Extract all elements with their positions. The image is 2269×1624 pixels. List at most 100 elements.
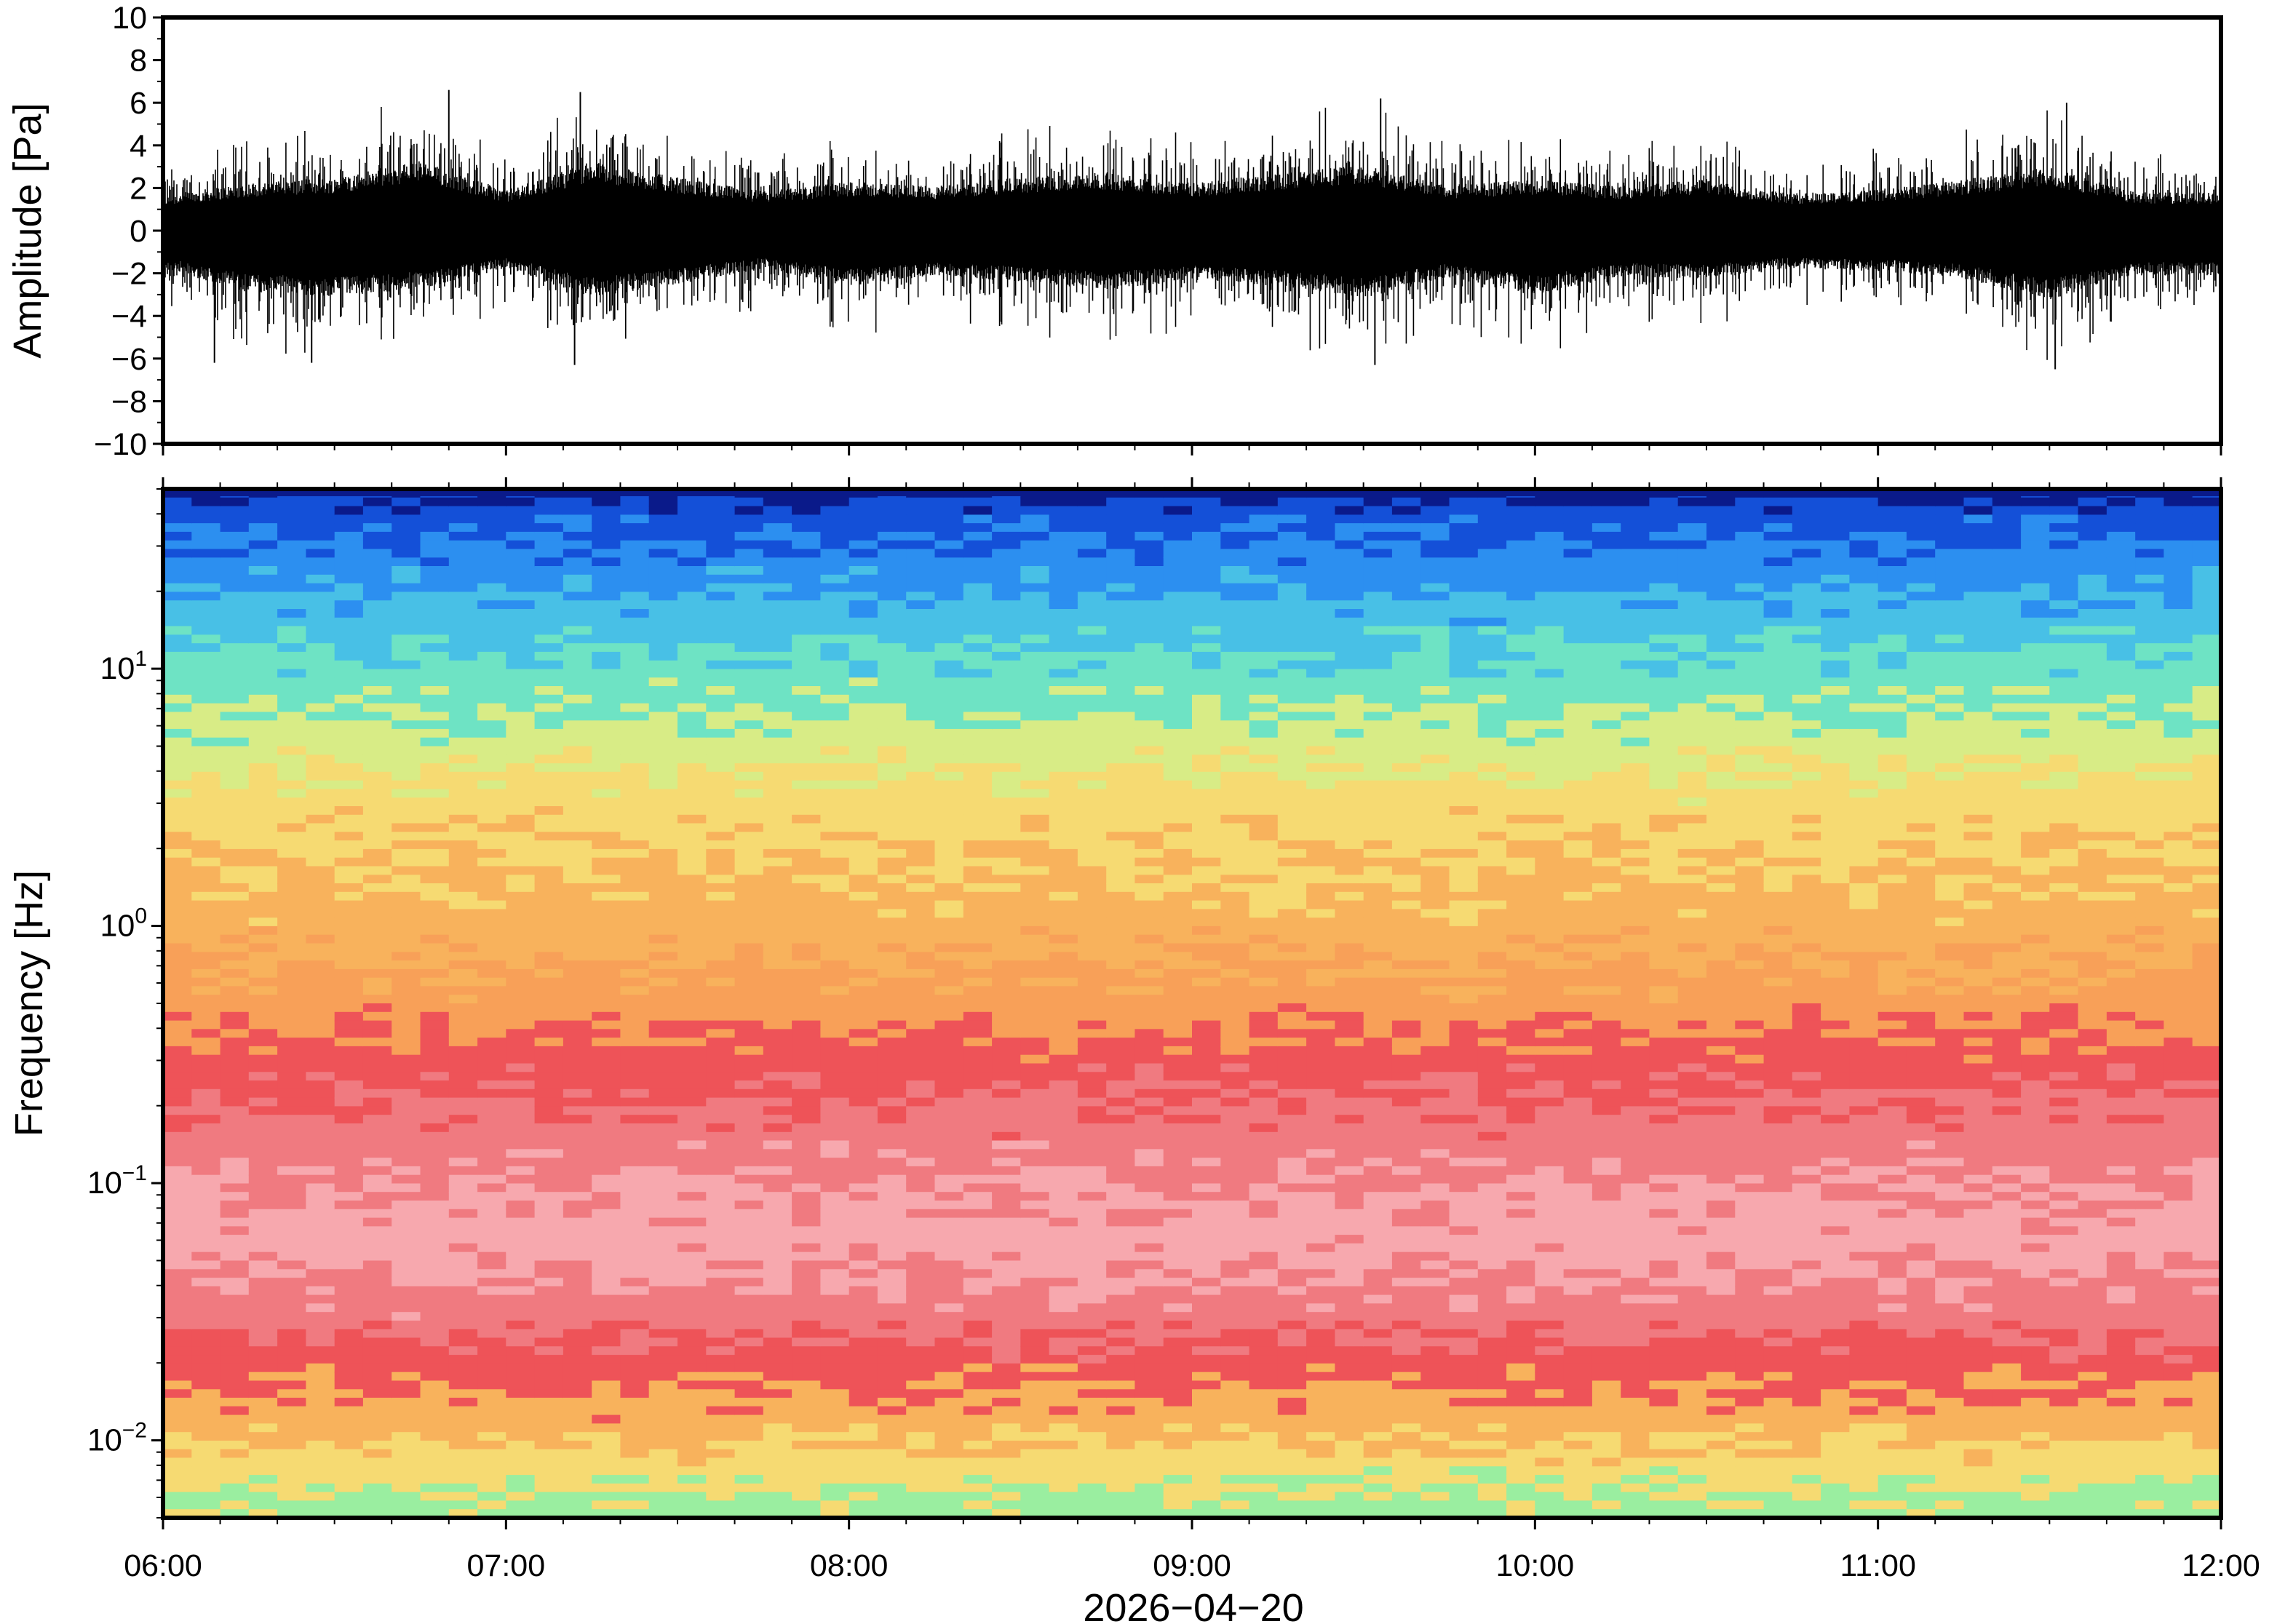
spectrogram-cell xyxy=(1306,1337,1336,1348)
spectrogram-cell xyxy=(448,1251,478,1262)
spectrogram-cell xyxy=(1306,1054,1336,1064)
spectrogram-cell xyxy=(534,1140,564,1150)
spectrogram-cell xyxy=(906,1183,936,1193)
spectrogram-cell xyxy=(1306,823,1336,833)
spectrogram-cell xyxy=(477,1329,507,1339)
spectrogram-cell xyxy=(706,1149,736,1158)
spectrogram-cell xyxy=(1220,1312,1250,1321)
spectrogram-cell xyxy=(334,806,364,816)
spectrogram-cell xyxy=(763,780,792,790)
spectrogram-cell xyxy=(1020,1235,1050,1244)
spectrogram-cell xyxy=(1220,1260,1250,1270)
spectrogram-cell xyxy=(620,1054,650,1064)
spectrogram-cell xyxy=(563,626,592,636)
spectrogram-cell xyxy=(506,943,536,953)
spectrogram-cell xyxy=(1106,1363,1136,1373)
spectrogram-cell xyxy=(1049,634,1078,644)
spectrogram-cell xyxy=(477,1380,507,1390)
spectrogram-cell xyxy=(706,660,736,670)
waveform-core xyxy=(163,204,2221,257)
spectrogram-cell xyxy=(734,677,764,687)
spectrogram-cell xyxy=(620,960,650,970)
spectrogram-cell xyxy=(420,918,450,927)
spectrogram-cell xyxy=(820,566,850,576)
spectrogram-cell xyxy=(820,1389,850,1398)
spectrogram-cell xyxy=(620,1441,650,1450)
spectrogram-cell xyxy=(1077,1509,1107,1518)
spectrogram-cell xyxy=(392,694,421,704)
spectrogram-cell xyxy=(1192,968,1222,979)
spectrogram-cell xyxy=(1163,1321,1193,1330)
spectrogram-cell xyxy=(706,592,736,601)
spectrogram-cell xyxy=(763,1432,792,1441)
spectrogram-cell xyxy=(220,497,250,507)
spectrogram-cell xyxy=(1020,703,1050,713)
spectrogram-cell xyxy=(1077,1020,1107,1030)
spectrogram-cell xyxy=(677,523,707,533)
spectrogram-cell xyxy=(792,592,822,601)
spectrogram-cell xyxy=(820,909,850,918)
spectrogram-cell xyxy=(1306,1235,1336,1244)
spectrogram-cell xyxy=(1249,643,1279,653)
spectrogram-cell xyxy=(1163,909,1193,918)
spectrogram-cell xyxy=(248,583,278,593)
spectrogram-cell xyxy=(534,1312,564,1321)
spectrogram-cell xyxy=(620,1380,650,1390)
spectrogram-cell xyxy=(392,1088,421,1099)
spectrogram-cell xyxy=(1049,806,1078,816)
spectrogram-cell xyxy=(648,857,678,867)
spectrogram-cell xyxy=(1077,1158,1107,1167)
spectrogram-cell xyxy=(1220,1201,1250,1210)
spectrogram-cell xyxy=(277,1286,307,1296)
spectrogram-cell xyxy=(1306,703,1336,713)
spectrogram-cell xyxy=(877,1158,907,1167)
spectrogram-cell xyxy=(706,952,736,961)
spectrogram-cell xyxy=(392,1131,421,1142)
spectrogram-cell xyxy=(1134,600,1164,610)
spectrogram-cell xyxy=(248,600,278,610)
spectrogram-cell xyxy=(506,780,536,790)
spectrogram-cell xyxy=(1106,557,1136,567)
spectrogram-cell xyxy=(792,1406,822,1416)
spectrogram-cell xyxy=(1020,712,1050,721)
spectrogram-cell xyxy=(392,1475,421,1484)
spectrogram-cell xyxy=(820,1492,850,1502)
spectrogram-cell xyxy=(477,1226,507,1235)
spectrogram-cell xyxy=(392,1406,421,1416)
spectrogram-cell xyxy=(220,1097,250,1107)
spectrogram-cell xyxy=(763,943,792,953)
spectrogram-cell xyxy=(1049,1346,1078,1356)
spectrogram-cell xyxy=(534,1158,564,1167)
spectrogram-cell xyxy=(163,1432,193,1441)
spectrogram-cell xyxy=(420,1492,450,1502)
spectrogram-cell xyxy=(1249,1217,1279,1227)
spectrogram-cell xyxy=(849,823,878,833)
spectrogram-cell xyxy=(592,626,621,636)
spectrogram-cell xyxy=(992,1372,1022,1382)
spectrogram-cell xyxy=(163,1097,193,1107)
spectrogram-cell xyxy=(1163,574,1193,584)
spectrogram-cell xyxy=(763,557,792,567)
spectrogram-cell xyxy=(362,1398,392,1407)
spectrogram-cell xyxy=(648,720,678,730)
spectrogram-cell xyxy=(906,1337,936,1348)
spectrogram-cell xyxy=(306,1466,335,1476)
spectrogram-cell xyxy=(306,1131,335,1142)
spectrogram-cell xyxy=(763,677,792,687)
spectrogram-cell xyxy=(1220,1183,1250,1193)
spectrogram-cell xyxy=(934,523,964,533)
spectrogram-cell xyxy=(392,789,421,798)
spectrogram-cell xyxy=(877,1038,907,1047)
spectrogram-cell xyxy=(420,1441,450,1450)
spectrogram-cell xyxy=(906,540,936,550)
spectrogram-cell xyxy=(1277,1158,1307,1167)
spectrogram-cell xyxy=(820,651,850,661)
spectrogram-cell xyxy=(420,1312,450,1321)
spectrogram-cell xyxy=(534,1372,564,1382)
spectrogram-cell xyxy=(1049,1457,1078,1468)
spectrogram-cell xyxy=(477,1414,507,1425)
spectrogram-cell xyxy=(448,1329,478,1339)
spectrogram-cell xyxy=(677,1286,707,1296)
spectrogram-cell xyxy=(1306,995,1336,1004)
spectrogram-cell xyxy=(163,1003,193,1013)
